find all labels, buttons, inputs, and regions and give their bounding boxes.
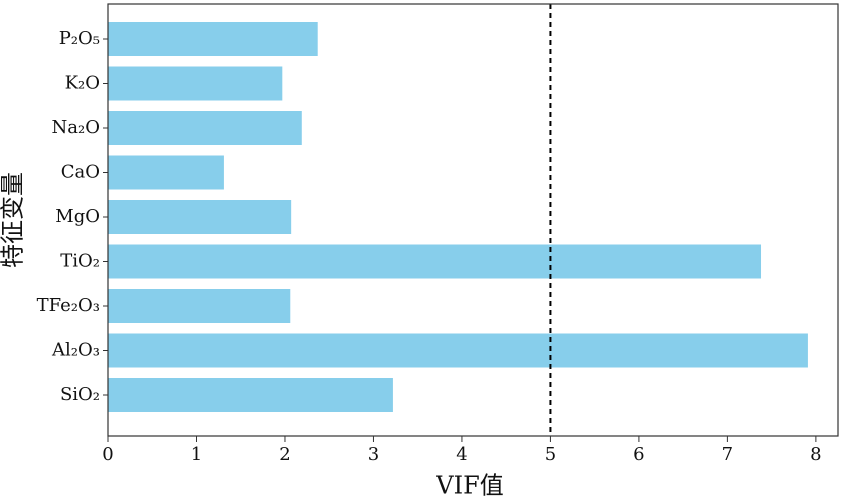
y-tick-label: K₂O: [65, 73, 100, 94]
x-tick-label: 2: [279, 444, 290, 465]
x-tick-label: 8: [810, 444, 821, 465]
y-tick-label: Al₂O₃: [51, 340, 100, 361]
x-tick-label: 4: [456, 444, 467, 465]
x-tick-label: 0: [102, 444, 113, 465]
x-tick-label: 6: [633, 444, 644, 465]
x-axis-title: VIF值: [435, 472, 503, 500]
x-tick-label: 1: [191, 444, 202, 465]
bar: [108, 200, 292, 234]
x-tick-label: 5: [545, 444, 556, 465]
y-tick-label: TFe₂O₃: [37, 295, 100, 316]
bar: [108, 333, 808, 368]
bar: [108, 289, 291, 323]
y-tick-label: P₂O₅: [59, 28, 100, 49]
plot-frame: [107, 3, 839, 437]
y-tick-label: TiO₂: [60, 251, 100, 272]
bar: [108, 378, 393, 412]
bar: [108, 22, 318, 56]
y-tick-label: CaO: [61, 162, 100, 183]
x-tick-label: 3: [368, 444, 379, 465]
bar: [108, 155, 224, 190]
y-tick-label: Na₂O: [52, 117, 100, 138]
x-tick-label: 7: [722, 444, 733, 465]
bar: [108, 111, 302, 145]
bar: [108, 244, 762, 279]
y-tick-label: MgO: [55, 206, 100, 227]
bar: [108, 66, 283, 101]
y-axis-title: 特征变量: [0, 172, 27, 268]
y-tick-label: SiO₂: [60, 384, 100, 405]
